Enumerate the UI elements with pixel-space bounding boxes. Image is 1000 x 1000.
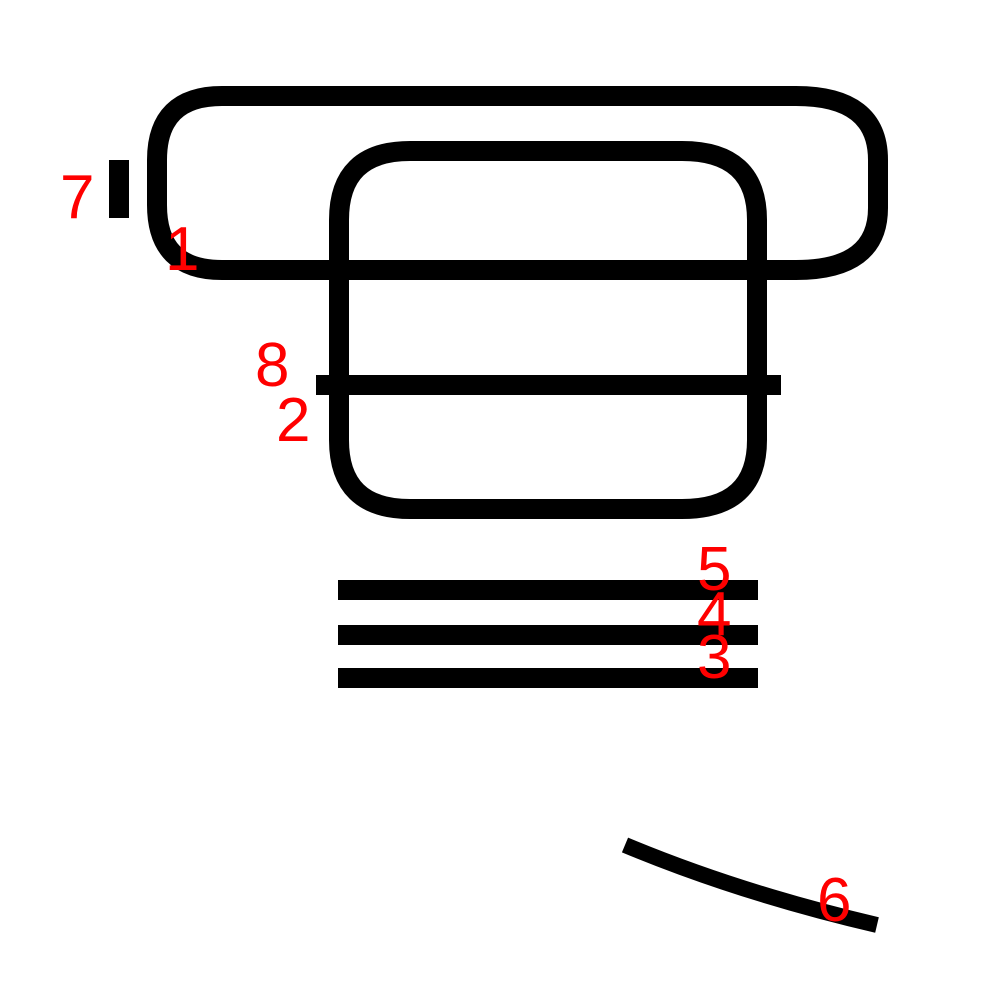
- label-2: 2: [276, 386, 310, 455]
- stroke-1: [147, 86, 888, 280]
- label-1: 1: [165, 215, 199, 284]
- label-6: 6: [817, 866, 851, 935]
- label-4: 4: [697, 580, 731, 649]
- label-5: 5: [697, 535, 731, 604]
- label-7: 7: [60, 163, 94, 232]
- stroke-2: [329, 141, 767, 519]
- label-3: 3: [697, 623, 731, 692]
- label-8: 8: [255, 331, 289, 400]
- stroke-6: [621, 837, 879, 933]
